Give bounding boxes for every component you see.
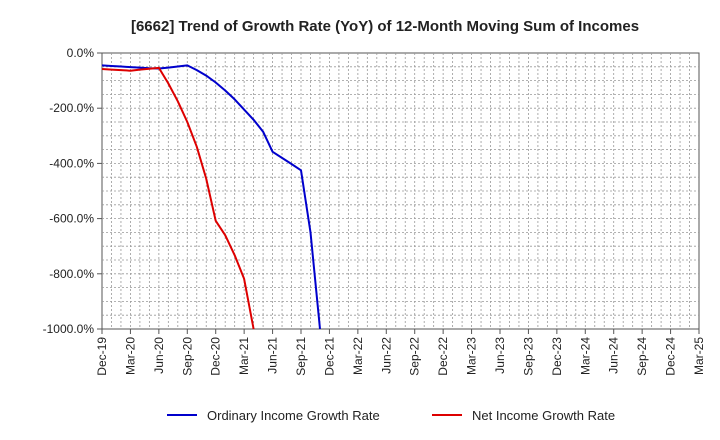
x-tick-label: Jun-21 <box>266 337 280 374</box>
x-tick-label: Dec-24 <box>664 337 678 376</box>
x-tick-label: Mar-22 <box>351 337 365 375</box>
x-tick-label: Dec-19 <box>95 337 109 376</box>
legend-label: Ordinary Income Growth Rate <box>207 408 380 423</box>
x-tick-label: Mar-23 <box>465 337 479 375</box>
x-tick-label: Mar-24 <box>578 337 592 375</box>
series-line-net-income <box>101 66 255 330</box>
x-tick-label: Jun-23 <box>493 337 507 374</box>
x-tick-label: Dec-22 <box>436 337 450 376</box>
x-tick-label: Sep-24 <box>635 337 649 376</box>
x-tick-label: Dec-21 <box>322 337 336 376</box>
x-tick-label: Sep-23 <box>521 337 535 376</box>
x-tick-label: Mar-25 <box>692 337 706 375</box>
y-tick-label: -600.0% <box>49 212 94 226</box>
x-tick-label: Jun-24 <box>607 337 621 374</box>
x-tick-label: Jun-22 <box>379 337 393 374</box>
x-tick-label: Sep-21 <box>294 337 308 376</box>
x-axis-ticks: Dec-19 Mar-20 Jun-20 Sep-20 Dec-20 Mar-21 Jun-… <box>95 329 706 376</box>
x-tick-label: Dec-20 <box>209 337 223 376</box>
y-tick-label: -800.0% <box>49 267 94 281</box>
chart-title: [6662] Trend of Growth Rate (YoY) of 12-… <box>131 18 639 35</box>
x-tick-label: Mar-20 <box>123 337 137 375</box>
x-tick-label: Dec-23 <box>550 337 564 376</box>
y-tick-label: -400.0% <box>49 156 94 170</box>
y-tick-label: -1000.0% <box>43 322 95 336</box>
legend: Ordinary Income Growth Rate Net Income Gr… <box>167 408 615 423</box>
y-tick-label: 0.0% <box>67 46 95 60</box>
y-tick-label: -200.0% <box>49 101 94 115</box>
y-axis-ticks: 0.0% -200.0% -400.0% -600.0% -800.0% -1000.0% <box>43 46 102 336</box>
x-tick-label: Sep-20 <box>180 337 194 376</box>
x-tick-label: Mar-21 <box>237 337 251 375</box>
legend-label: Net Income Growth Rate <box>472 408 615 423</box>
x-tick-label: Jun-20 <box>152 337 166 374</box>
series-lines <box>101 64 321 330</box>
y-gridlines <box>102 66 699 316</box>
series-line-ordinary-income <box>101 64 321 330</box>
x-tick-label: Sep-22 <box>408 337 422 376</box>
